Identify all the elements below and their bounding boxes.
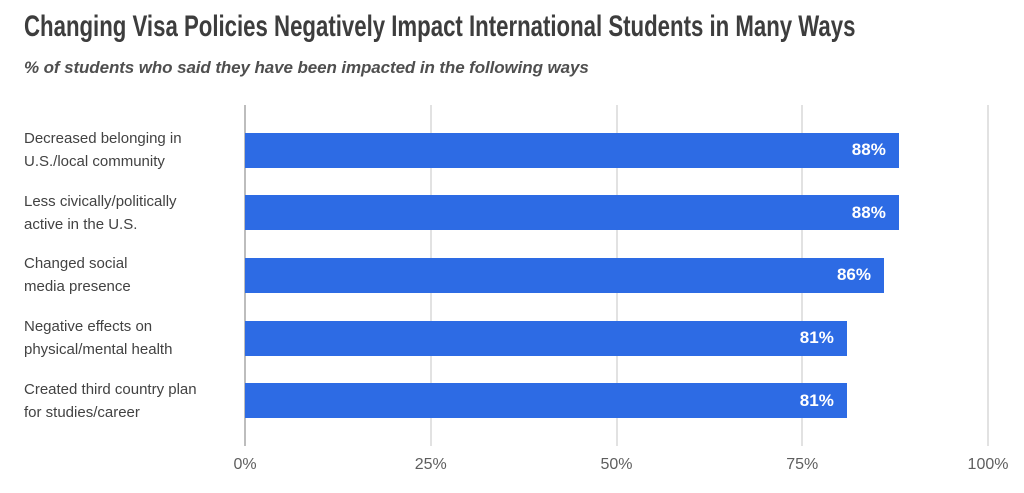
bar-track: 88% [245,182,988,245]
x-tick-label: 0% [233,456,257,473]
bar-row: Decreased belonging in U.S./local communi… [24,119,988,182]
bar-value-label: 86% [836,265,871,285]
bar-row: Changed social media presence 86% [24,244,988,307]
bar-value-label: 81% [799,390,834,410]
bar-track: 88% [245,119,988,182]
bar-value-label: 81% [799,328,834,348]
chart-header: Changing Visa Policies Negatively Impact… [24,10,1024,78]
category-label: Changed social media presence [24,255,131,296]
x-axis-tick-labels: 0% 25% 50% 75% 100% [233,456,1008,482]
x-tick-label: 50% [600,456,633,473]
bar-track: 86% [245,244,988,307]
bar: 81% [245,320,847,356]
x-tick-label: 100% [967,456,1009,473]
category-label: Decreased belonging in U.S./local communi… [24,130,182,171]
bar: 86% [245,257,884,293]
bar-track: 81% [245,307,988,370]
bar-rows: Decreased belonging in U.S./local communi… [24,119,988,432]
category-label: Created third country plan for studies/ca… [24,380,197,421]
bar-value-label: 88% [851,140,886,160]
chart-subtitle: % of students who said they have been im… [24,58,589,77]
bar-row: Created third country plan for studies/ca… [24,369,988,432]
bar: 81% [245,383,847,419]
bar-value-label: 88% [851,202,886,222]
bar-chart: Decreased belonging in U.S./local communi… [24,105,1008,473]
gridline [987,105,989,446]
category-label: Less civically/politically active in the … [24,192,177,233]
bar-row: Negative effects on physical/mental healt… [24,307,988,370]
x-tick-label: 25% [414,456,447,473]
bar-row: Less civically/politically active in the … [24,182,988,245]
bar: 88% [245,132,899,168]
bar-track: 81% [245,369,988,432]
bar: 88% [245,195,899,231]
chart-title: Changing Visa Policies Negatively Impact… [24,10,856,43]
x-tick-label: 75% [786,456,819,473]
category-label: Negative effects on physical/mental healt… [24,318,173,359]
